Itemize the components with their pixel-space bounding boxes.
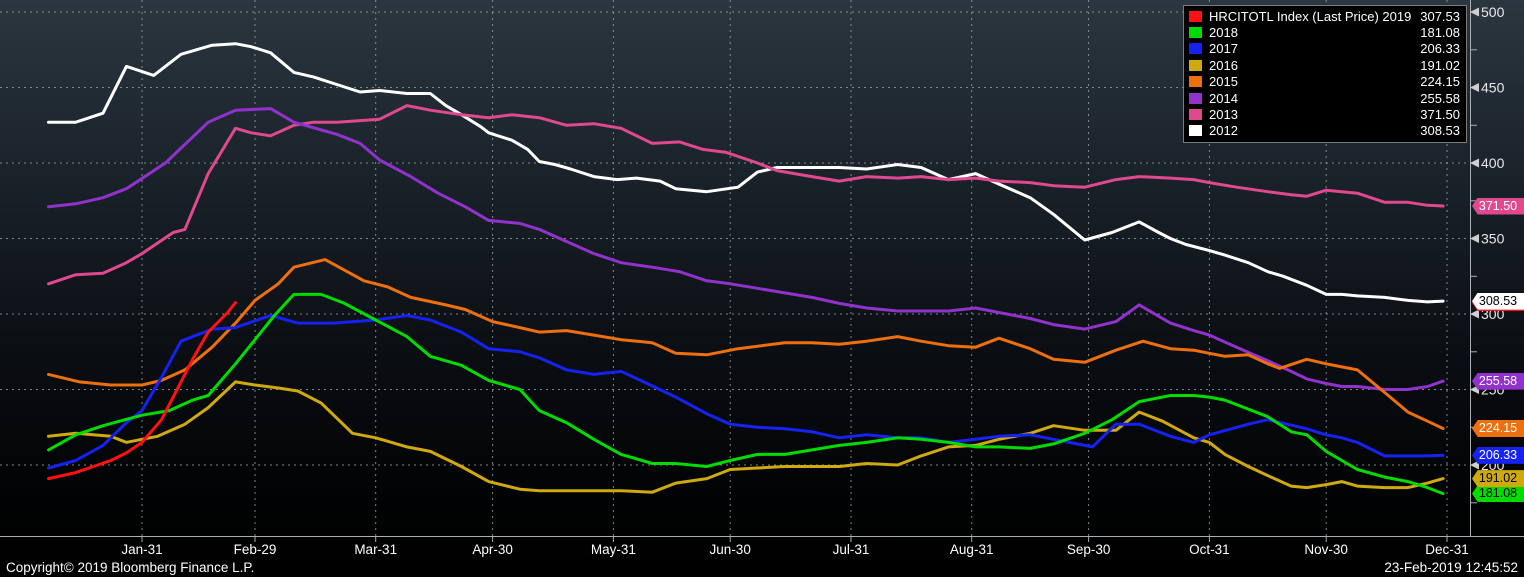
y-tick-arrow bbox=[1470, 158, 1479, 168]
x-tick-label: Oct-31 bbox=[1189, 542, 1230, 557]
legend-swatch-2018 bbox=[1189, 27, 1202, 39]
legend-row-2015[interactable]: 2015 224.15 bbox=[1189, 74, 1460, 90]
price-tag-2015: 224.15 bbox=[1472, 420, 1524, 437]
x-tick-label: Mar-31 bbox=[354, 542, 397, 557]
legend-value-2013: 371.50 bbox=[1420, 107, 1460, 123]
x-tick-label: Apr-30 bbox=[472, 542, 513, 557]
y-tick-label: 400 bbox=[1481, 155, 1505, 171]
legend-row-2016[interactable]: 2016 191.02 bbox=[1189, 57, 1460, 73]
legend-value-2017: 206.33 bbox=[1420, 41, 1460, 57]
legend-value-2015: 224.15 bbox=[1420, 74, 1460, 90]
footer-bar: Copyright© 2019 Bloomberg Finance L.P. 2… bbox=[0, 557, 1524, 577]
legend-row-2019[interactable]: HRCITOTL Index (Last Price) 2019 307.53 bbox=[1189, 8, 1460, 24]
legend-swatch-2016 bbox=[1189, 59, 1202, 71]
legend-value-2019: 307.53 bbox=[1420, 8, 1460, 24]
series-line-2017 bbox=[47, 314, 1445, 470]
legend-swatch-2019 bbox=[1189, 10, 1202, 22]
legend-label-2012: 2012 bbox=[1209, 123, 1238, 139]
x-tick-label: May-31 bbox=[591, 542, 636, 557]
x-tick-label: Dec-31 bbox=[1425, 542, 1469, 557]
legend-row-2017[interactable]: 2017 206.33 bbox=[1189, 41, 1460, 57]
series-line-2016 bbox=[47, 380, 1445, 494]
x-tick-label: Sep-30 bbox=[1067, 542, 1111, 557]
legend-label-2015: 2015 bbox=[1209, 74, 1238, 90]
price-tag-2016: 191.02 bbox=[1472, 470, 1524, 488]
legend-swatch-2013 bbox=[1189, 109, 1202, 121]
legend-label-2019: HRCITOTL Index (Last Price) 2019 bbox=[1209, 8, 1412, 24]
y-tick-arrow bbox=[1470, 83, 1479, 92]
y-tick-arrow bbox=[1470, 234, 1479, 243]
legend-value-2012: 308.53 bbox=[1420, 123, 1460, 139]
legend-value-2014: 255.58 bbox=[1420, 90, 1460, 106]
legend-value-2018: 181.08 bbox=[1420, 25, 1460, 41]
legend-value-2016: 191.02 bbox=[1420, 57, 1460, 73]
series-line-2014 bbox=[47, 107, 1445, 391]
price-tag-2012: 308.53 bbox=[1472, 292, 1524, 310]
copyright-text: Copyright© 2019 Bloomberg Finance L.P. bbox=[6, 560, 255, 575]
x-tick-label: Jun-30 bbox=[710, 542, 751, 557]
series-line-2015 bbox=[47, 258, 1445, 430]
y-tick-arrow bbox=[1470, 309, 1479, 319]
legend-row-2013[interactable]: 2013 371.50 bbox=[1189, 106, 1460, 122]
legend-label-2018: 2018 bbox=[1209, 25, 1238, 41]
price-tag-2017: 206.33 bbox=[1472, 446, 1524, 464]
legend-row-2012[interactable]: 2012 308.53 bbox=[1189, 123, 1460, 139]
price-tag-2018: 181.08 bbox=[1472, 485, 1524, 503]
y-tick-arrow bbox=[1470, 460, 1479, 470]
series-line-2018 bbox=[47, 292, 1445, 496]
timestamp-text: 23-Feb-2019 12:45:52 bbox=[1384, 560, 1518, 575]
legend-swatch-2014 bbox=[1189, 92, 1202, 104]
legend-row-2014[interactable]: 2014 255.58 bbox=[1189, 90, 1460, 106]
x-tick-label: Nov-30 bbox=[1304, 542, 1348, 557]
series-line-2013 bbox=[47, 104, 1445, 286]
legend-swatch-2015 bbox=[1189, 76, 1202, 88]
x-tick-label: Jan-31 bbox=[121, 542, 162, 557]
legend-label-2017: 2017 bbox=[1209, 41, 1238, 57]
x-tick-label: Jul-31 bbox=[833, 542, 870, 557]
price-tag-2014: 255.58 bbox=[1472, 372, 1524, 390]
legend: HRCITOTL Index (Last Price) 2019 307.53 20… bbox=[1183, 5, 1467, 144]
legend-row-2018[interactable]: 2018 181.08 bbox=[1189, 24, 1460, 40]
x-tick-label: Feb-29 bbox=[234, 542, 277, 557]
y-tick-label: 500 bbox=[1481, 4, 1505, 20]
y-tick-arrow bbox=[1470, 7, 1479, 17]
y-tick-label: 350 bbox=[1481, 231, 1505, 247]
legend-label-2016: 2016 bbox=[1209, 57, 1238, 73]
price-tag-2013: 371.50 bbox=[1472, 197, 1524, 215]
legend-label-2013: 2013 bbox=[1209, 107, 1238, 123]
legend-swatch-2012 bbox=[1189, 125, 1202, 137]
series-line-2012 bbox=[47, 42, 1445, 304]
y-tick-label: 450 bbox=[1481, 80, 1505, 96]
x-tick-label: Aug-31 bbox=[950, 542, 994, 557]
legend-swatch-2017 bbox=[1189, 43, 1202, 55]
series-line-2019 bbox=[47, 301, 237, 481]
legend-label-2014: 2014 bbox=[1209, 90, 1238, 106]
